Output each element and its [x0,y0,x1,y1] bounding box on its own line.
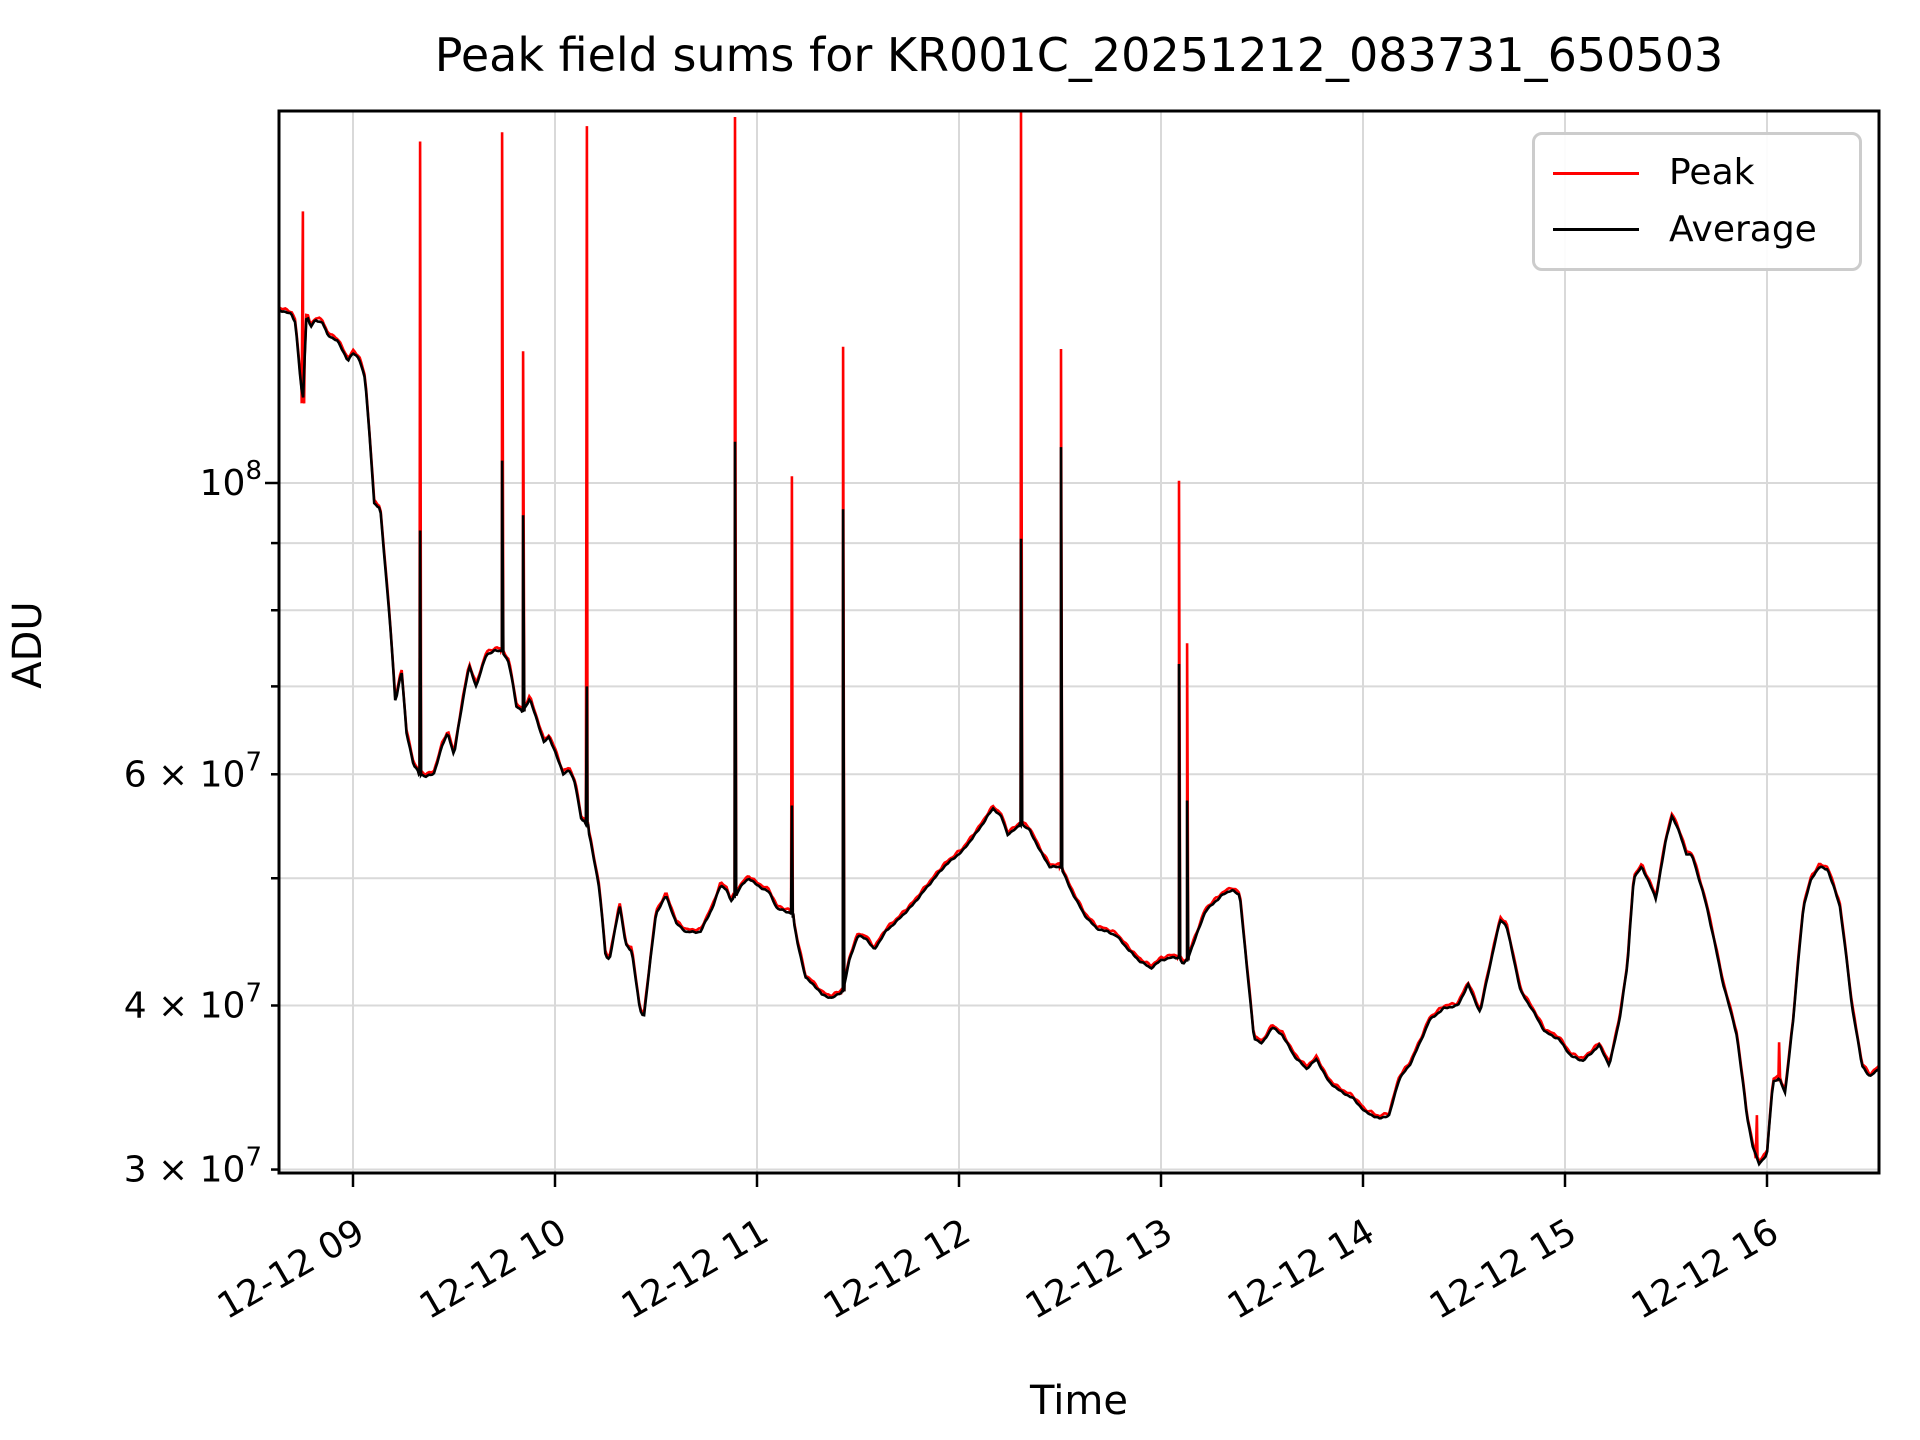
y-tick-label: 6 × 107 [124,747,262,795]
x-tick-label: 12-12 11 [615,1211,776,1327]
legend-label-peak: Peak [1669,152,1755,194]
x-tick-label: 12-12 14 [1221,1211,1382,1327]
x-tick-label: 12-12 12 [817,1211,978,1327]
x-tick-label: 12-12 15 [1423,1211,1584,1327]
x-axis-label: Time [1030,1378,1128,1424]
y-tick-label: 108 [200,456,262,504]
x-tick-label: 12-12 13 [1019,1211,1180,1327]
chart-title: Peak field sums for KR001C_20251212_0837… [434,28,1724,82]
average-line-swatch [1553,228,1639,232]
legend-item-average: Average [1553,208,1859,250]
x-tick-label: 12-12 09 [211,1211,372,1327]
axes-spine [277,109,1881,1175]
peak-line-swatch [1553,171,1639,175]
y-tick-label: 3 × 107 [124,1143,262,1191]
legend-item-peak: Peak [1553,155,1859,191]
legend-label-average: Average [1669,208,1817,250]
x-tick-label: 12-12 16 [1625,1211,1786,1327]
legend: Peak Average [1532,132,1862,271]
average-series-line [279,308,1879,1167]
y-tick-label: 4 × 107 [124,978,262,1026]
x-tick-label: 12-12 10 [413,1211,574,1327]
